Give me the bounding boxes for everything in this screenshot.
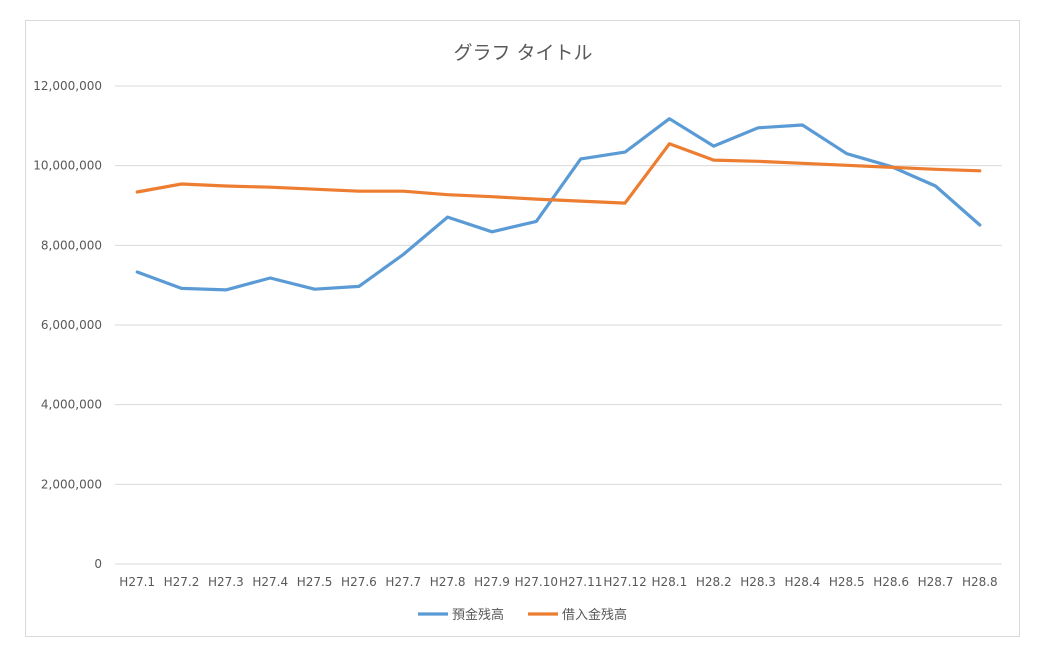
y-axis-tick-labels: 0 2,000,000 4,000,000 6,000,000 8,000,000 10,… (33, 79, 102, 571)
x-tick-label: H28.8 (962, 575, 998, 589)
x-tick-label: H28.1 (652, 575, 688, 589)
x-tick-label: H27.11 (559, 575, 602, 589)
chart-title: グラフ タイトル (453, 42, 592, 64)
legend-label: 借入金残高 (562, 607, 627, 623)
x-tick-label: H27.10 (515, 575, 558, 589)
y-tick-label: 0 (94, 557, 102, 571)
x-tick-label: H28.4 (785, 575, 821, 589)
x-tick-label: H27.7 (385, 575, 421, 589)
y-tick-label: 12,000,000 (33, 79, 102, 93)
y-tick-label: 10,000,000 (33, 159, 102, 173)
x-tick-label: H27.2 (164, 575, 200, 589)
series-lines (135, 117, 982, 292)
x-tick-label: H27.9 (474, 575, 510, 589)
series-line-2 (135, 142, 982, 205)
y-tick-label: 8,000,000 (41, 238, 102, 252)
x-tick-label: H28.7 (918, 575, 954, 589)
x-tick-label: H27.4 (252, 575, 288, 589)
x-tick-label: H28.6 (873, 575, 909, 589)
y-tick-label: 2,000,000 (41, 477, 102, 491)
x-tick-label: H27.5 (297, 575, 333, 589)
legend: 預金残高 借入金残高 (418, 607, 627, 623)
x-axis-tick-labels: H27.1 H27.2 H27.3 H27.4 H27.5 H27.6 H27.7 H27.8… (119, 575, 997, 589)
x-tick-label: H27.8 (430, 575, 466, 589)
gridlines (115, 85, 1002, 565)
y-tick-label: 6,000,000 (41, 318, 102, 332)
x-tick-label: H28.2 (696, 575, 732, 589)
line-chart: グラフ タイトル 0 2,000,000 4,000,000 6,000,000 8,0… (33, 42, 1002, 623)
x-tick-label: H28.5 (829, 575, 865, 589)
x-tick-label: H28.3 (740, 575, 776, 589)
x-tick-label: H27.6 (341, 575, 377, 589)
x-tick-label: H27.1 (119, 575, 155, 589)
legend-label: 預金残高 (452, 607, 504, 623)
series-line-1 (135, 117, 982, 292)
x-tick-label: H27.3 (208, 575, 244, 589)
x-tick-label: H27.12 (603, 575, 646, 589)
chart-frame: グラフ タイトル 0 2,000,000 4,000,000 6,000,000 8,0… (25, 20, 1020, 637)
y-tick-label: 4,000,000 (41, 398, 102, 412)
